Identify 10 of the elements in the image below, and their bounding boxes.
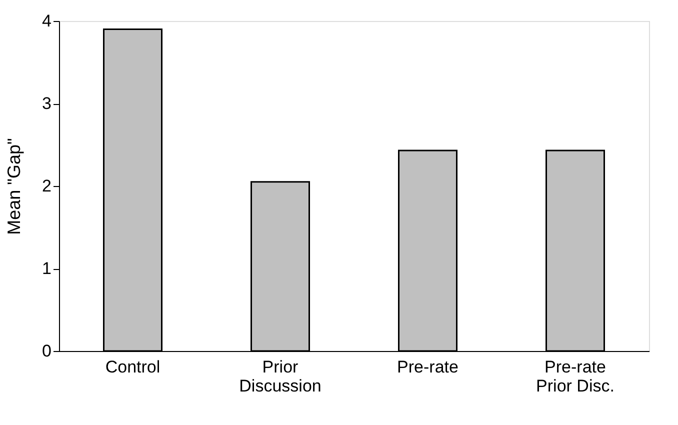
x-tick-label: Control bbox=[105, 358, 160, 376]
y-axis-title: Mean "Gap" bbox=[4, 138, 24, 235]
y-tick-label: 2 bbox=[42, 176, 52, 196]
x-tick-label: Pre-rate bbox=[397, 358, 458, 376]
x-tick-label: Pre-rate Prior Disc. bbox=[536, 358, 614, 396]
y-tick-label: 0 bbox=[42, 342, 52, 360]
y-tick-label: 4 bbox=[42, 12, 52, 30]
x-tick-label: Prior Discussion bbox=[239, 358, 322, 396]
y-tick-label: 3 bbox=[42, 94, 52, 113]
y-tick-label: 1 bbox=[42, 259, 52, 278]
